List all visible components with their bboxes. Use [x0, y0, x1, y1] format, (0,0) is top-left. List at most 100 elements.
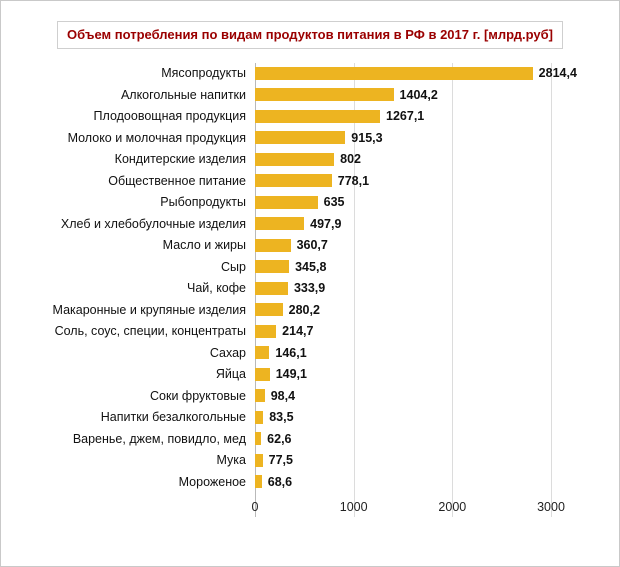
value-label: 77,5 [268, 453, 293, 468]
chart-row: Напитки безалкогольные 83,5 [23, 407, 597, 429]
bar-track: 280,2 [255, 299, 597, 321]
value-label: 68,6 [267, 474, 293, 489]
chart-row: Алкогольные напитки 1404,2 [23, 84, 597, 106]
bar-track: 2814,4 [255, 63, 597, 85]
x-axis: 0 1000 2000 3000 [251, 493, 565, 517]
chart-row: Плодоовощная продукция 1267,1 [23, 106, 597, 128]
chart-row: Соки фруктовые 98,4 [23, 385, 597, 407]
chart-row: Варенье, джем, повидло, мед 62,6 [23, 428, 597, 450]
category-label: Мороженое [178, 474, 246, 489]
bar-track: 635 [255, 192, 597, 214]
bar-track: 83,5 [255, 407, 597, 429]
category-label: Масло и жиры [162, 238, 246, 253]
bar [255, 367, 270, 381]
category-label: Общественное питание [108, 173, 246, 188]
chart-row: Мороженое 68,6 [23, 471, 597, 493]
value-label: 915,3 [351, 130, 383, 145]
category-label: Макаронные и крупяные изделия [52, 302, 246, 317]
chart-row: Мясопродукты 2814,4 [23, 63, 597, 85]
chart-row: Хлеб и хлебобулочные изделия 497,9 [23, 213, 597, 235]
category-label: Соки фруктовые [150, 388, 246, 403]
bar-track: 802 [255, 149, 597, 171]
chart-title: Объем потребления по видам продуктов пит… [57, 21, 563, 49]
bar-track: 345,8 [255, 256, 597, 278]
category-label: Сахар [209, 345, 246, 360]
bar [255, 410, 264, 424]
bar-track: 146,1 [255, 342, 597, 364]
gridline [551, 62, 552, 517]
chart-row: Кондитерские изделия 802 [23, 149, 597, 171]
chart-row: Сыр 345,8 [23, 256, 597, 278]
value-label: 2814,4 [538, 66, 577, 81]
bar-track: 214,7 [255, 321, 597, 343]
bar [255, 195, 318, 209]
category-label: Мясопродукты [161, 66, 246, 81]
bar [255, 66, 533, 80]
chart-plot-area: Мясопродукты 2814,4 Алкогольные напитки 140… [23, 62, 597, 517]
value-label: 149,1 [275, 367, 307, 382]
bar [255, 303, 283, 317]
bar [255, 152, 335, 166]
chart-row: Мука 77,5 [23, 450, 597, 472]
category-label: Сыр [221, 259, 246, 274]
title-wrap: Объем потребления по видам продуктов пит… [23, 21, 597, 49]
bar-track: 62,6 [255, 428, 597, 450]
category-label: Чай, кофе [186, 281, 246, 296]
bar [255, 453, 263, 467]
category-label: Алкогольные напитки [120, 87, 246, 102]
value-label: 214,7 [282, 324, 314, 339]
category-label: Кондитерские изделия [114, 152, 246, 167]
bar-track: 77,5 [255, 450, 597, 472]
bar-track: 149,1 [255, 364, 597, 386]
category-label: Мука [216, 453, 247, 468]
bar-track: 1267,1 [255, 106, 597, 128]
value-label: 333,9 [293, 281, 326, 296]
value-label: 1267,1 [386, 109, 425, 124]
bar [255, 346, 270, 360]
bar-rows: Мясопродукты 2814,4 Алкогольные напитки 140… [23, 63, 597, 493]
category-label: Хлеб и хлебобулочные изделия [60, 216, 246, 231]
bar [255, 475, 262, 489]
bar [255, 131, 346, 145]
category-label: Варенье, джем, повидло, мед [72, 431, 246, 446]
chart-row: Сахар 146,1 [23, 342, 597, 364]
category-label: Яйца [215, 367, 246, 382]
category-label: Молоко и молочная продукция [67, 130, 246, 145]
chart-row: Рыбопродукты 635 [23, 192, 597, 214]
bar [255, 174, 332, 188]
bar-track: 1404,2 [255, 84, 597, 106]
bar [255, 281, 288, 295]
bar [255, 217, 305, 231]
value-label: 62,6 [267, 431, 292, 446]
bar [255, 432, 262, 446]
chart-row: Чай, кофе 333,9 [23, 278, 597, 300]
value-label: 1404,2 [399, 87, 438, 102]
value-label: 280,2 [288, 302, 320, 317]
x-tick-label: 2000 [438, 499, 467, 514]
bar-track: 360,7 [255, 235, 597, 257]
x-tick-label: 3000 [537, 499, 565, 514]
x-tick-label: 1000 [339, 499, 368, 514]
chart-row: Общественное питание 778,1 [23, 170, 597, 192]
chart-row: Макаронные и крупяные изделия 280,2 [23, 299, 597, 321]
bar [255, 238, 291, 252]
x-tick-label: 0 [251, 499, 259, 514]
bar [255, 88, 394, 102]
bar-track: 778,1 [255, 170, 597, 192]
chart-row: Масло и жиры 360,7 [23, 235, 597, 257]
category-label: Соль, соус, специи, концентраты [54, 324, 246, 339]
value-label: 778,1 [337, 173, 370, 188]
category-label: Рыбопродукты [160, 195, 246, 210]
chart-row: Яйца 149,1 [23, 364, 597, 386]
value-label: 635 [323, 195, 345, 210]
gridline [452, 62, 454, 517]
gridline [353, 62, 355, 517]
chart-row: Соль, соус, специи, концентраты 214,7 [23, 321, 597, 343]
bar-track: 68,6 [255, 471, 597, 493]
value-label: 146,1 [275, 345, 307, 360]
bar-track: 497,9 [255, 213, 597, 235]
bar [255, 109, 381, 123]
bar-track: 333,9 [255, 278, 597, 300]
bar [255, 260, 290, 274]
